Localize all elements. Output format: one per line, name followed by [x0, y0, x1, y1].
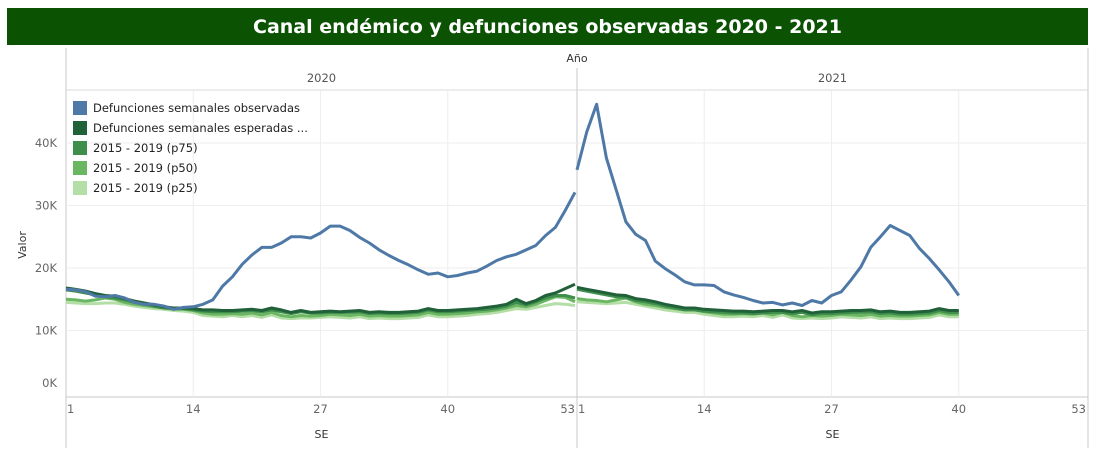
- x-tick-label: 14: [697, 402, 712, 416]
- panel-header-2020: 2020: [307, 71, 336, 85]
- y-tick-label: 40K: [35, 136, 58, 150]
- chart-frame: Año 2020 2021: [65, 48, 1089, 448]
- legend-label: 2015 - 2019 (p25): [93, 181, 198, 195]
- x-tick-label: 40: [440, 402, 455, 416]
- axes: 0K 10K 20K 30K 40K Valor 1 14 27 40 53 SE 1 14 27 40 53 S…: [16, 136, 1086, 441]
- legend-swatch: [73, 141, 87, 155]
- legend-item[interactable]: 2015 - 2019 (p25): [73, 178, 308, 198]
- x-tick-label: 40: [951, 402, 966, 416]
- series-line-p25-2021: [576, 300, 959, 321]
- column-header-label: Año: [566, 52, 587, 65]
- x-tick-label: 27: [313, 402, 328, 416]
- y-tick-label: 30K: [35, 199, 58, 213]
- legend-swatch: [73, 101, 87, 115]
- legend-swatch: [73, 161, 87, 175]
- legend-swatch: [73, 181, 87, 195]
- legend[interactable]: Defunciones semanales observadas Defuncio…: [73, 98, 308, 198]
- legend-item[interactable]: 2015 - 2019 (p50): [73, 158, 308, 178]
- legend-label: Defunciones semanales esperadas ...: [93, 121, 308, 135]
- legend-item[interactable]: Defunciones semanales observadas: [73, 98, 308, 118]
- y-tick-label: 20K: [35, 261, 58, 275]
- x-tick-label: 1: [578, 402, 585, 416]
- series-line-observed-2021: [575, 102, 961, 307]
- legend-label: Defunciones semanales observadas: [93, 101, 301, 115]
- series-line-p75-2021: [576, 287, 959, 317]
- y-tick-label: 10K: [35, 324, 58, 338]
- panel-header-2021: 2021: [818, 71, 847, 85]
- x-tick-label: 53: [1071, 402, 1086, 416]
- legend-item[interactable]: 2015 - 2019 (p75): [73, 138, 308, 158]
- legend-item[interactable]: Defunciones semanales esperadas ...: [73, 118, 308, 138]
- gridlines: [66, 90, 1088, 397]
- legend-label: 2015 - 2019 (p50): [93, 161, 198, 175]
- chart-title: Canal endémico y defunciones observadas …: [7, 8, 1088, 45]
- legend-swatch: [73, 121, 87, 135]
- x-tick-label: 1: [67, 402, 74, 416]
- series-line-observed-2020: [65, 191, 577, 311]
- series-line-expected-2021: [576, 285, 959, 315]
- x-tick-label: 27: [824, 402, 839, 416]
- y-axis-title: Valor: [16, 231, 29, 259]
- series-lines: [65, 102, 961, 321]
- x-tick-label: 14: [186, 402, 201, 416]
- x-axis-title: SE: [826, 428, 840, 441]
- x-tick-label: 53: [560, 402, 575, 416]
- legend-label: 2015 - 2019 (p75): [93, 141, 198, 155]
- x-axis-title: SE: [315, 428, 329, 441]
- series-line-p25-2020: [65, 300, 576, 321]
- y-tick-label: 0K: [42, 376, 57, 390]
